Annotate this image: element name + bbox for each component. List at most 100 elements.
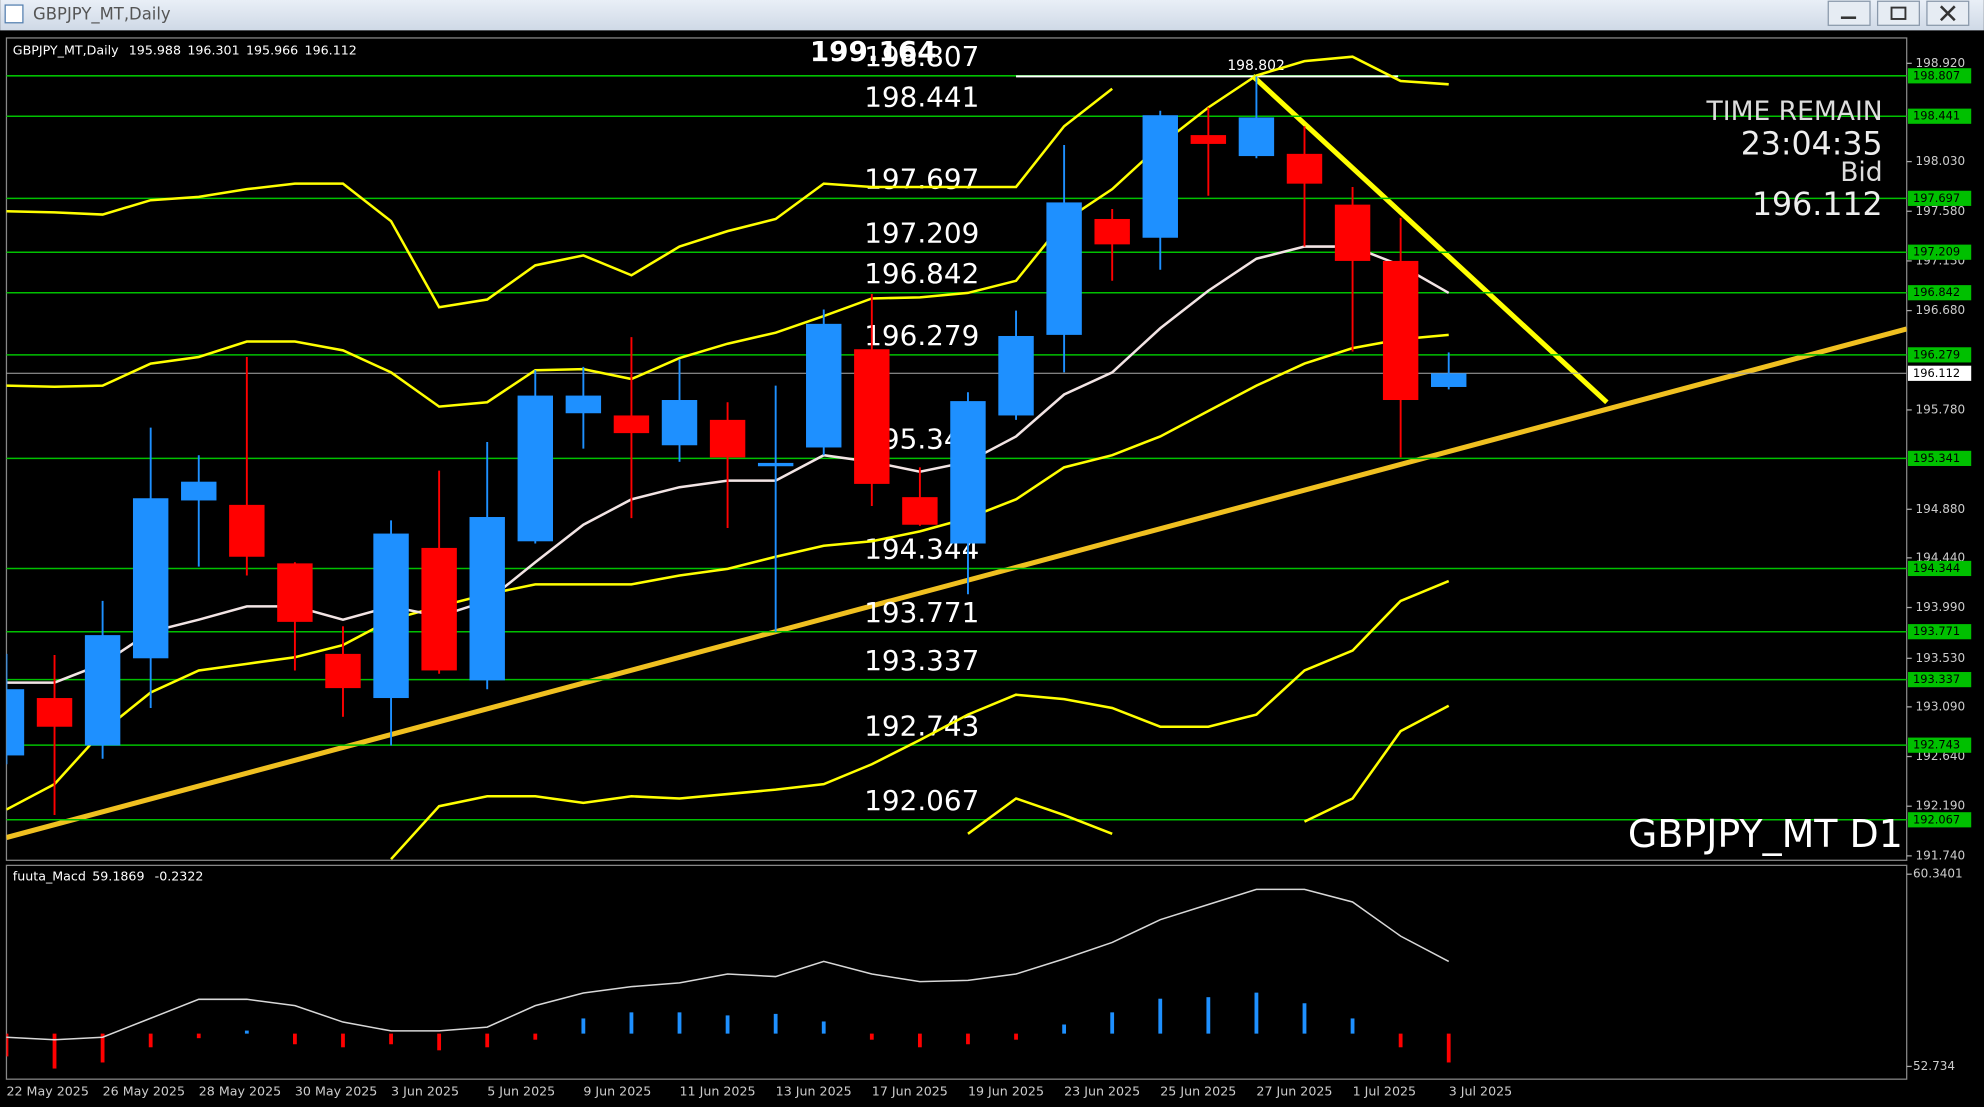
- indicator-line: [390, 579, 1450, 861]
- candle-body: [421, 547, 457, 671]
- symbol-label: GBPJPY_MT D1: [1628, 812, 1903, 856]
- minimize-button[interactable]: [1827, 0, 1871, 26]
- candle-body: [757, 462, 794, 467]
- y-tick-label: 193.530: [1916, 651, 1966, 665]
- x-tick-label: 28 May 2025: [199, 1083, 281, 1098]
- level-label: 198.807: [864, 40, 979, 73]
- window-buttons: [1827, 0, 1970, 26]
- close-icon: [1939, 5, 1956, 22]
- level-label: 198.441: [864, 81, 979, 114]
- histogram-bar: [6, 1033, 9, 1057]
- x-tick-label: 1 Jul 2025: [1353, 1083, 1417, 1098]
- histogram-bar: [148, 1033, 153, 1048]
- candle-body: [1190, 135, 1227, 144]
- histogram-bar: [485, 1033, 490, 1048]
- high-marker-label: 198.802: [1227, 58, 1285, 74]
- y-tick-label: 198.030: [1916, 154, 1966, 168]
- level-tag: [1907, 244, 1972, 260]
- time-remain: 23:04:35: [1741, 126, 1883, 162]
- y-tick-label: 60.3401: [1913, 867, 1963, 881]
- candle-body: [132, 498, 169, 659]
- candle-body: [1431, 373, 1467, 387]
- histogram-bar: [244, 1030, 249, 1034]
- candle-body: [517, 395, 553, 542]
- histogram-bar: [677, 1012, 682, 1034]
- level-tag: [1907, 672, 1972, 688]
- histogram-bar: [100, 1033, 105, 1063]
- chart-header: GBPJPY_MT,Daily 195.988 196.301 195.966 196.…: [13, 42, 357, 57]
- level-label: 193.771: [864, 596, 979, 629]
- histogram-bar: [1302, 1003, 1307, 1034]
- indicator-line: [967, 704, 1450, 835]
- histogram-bar: [1158, 998, 1163, 1034]
- histogram-bar: [1206, 997, 1211, 1034]
- level-tag: [1907, 812, 1972, 828]
- histogram-bar: [1254, 992, 1259, 1034]
- macd-signal: -0.2322: [155, 868, 204, 883]
- restore-button[interactable]: [1876, 0, 1920, 26]
- x-tick-label: 26 May 2025: [103, 1083, 185, 1098]
- histogram-bar: [966, 1033, 970, 1045]
- window-icon: [4, 4, 24, 24]
- y-tick-label: 194.440: [1916, 550, 1966, 564]
- level-label: 197.209: [864, 216, 979, 249]
- histogram-bar: [773, 1013, 778, 1034]
- level-tag-label: 198.807: [1913, 68, 1960, 82]
- candle-body: [277, 563, 313, 622]
- level-tag-label: 196.842: [1913, 285, 1960, 299]
- x-tick-label: 11 Jun 2025: [680, 1083, 756, 1098]
- header-symbol: GBPJPY_MT,Daily: [13, 42, 119, 57]
- level-tag-label: 192.067: [1913, 812, 1960, 826]
- candle-body: [1094, 218, 1130, 245]
- header-high: 196.301: [187, 42, 239, 57]
- y-tick-label: 194.880: [1916, 502, 1966, 516]
- bid-label: Bid: [1840, 157, 1882, 188]
- level-tag: [1907, 737, 1972, 753]
- level-tag-label: 198.441: [1913, 109, 1960, 123]
- header-open: 195.988: [129, 42, 181, 57]
- candle-body: [709, 419, 746, 458]
- level-tag-label: 192.743: [1913, 738, 1960, 752]
- resistance-trendline: [1250, 74, 1609, 405]
- level-tag-label: 196.279: [1913, 347, 1960, 361]
- candle-body: [806, 323, 842, 448]
- histogram-bar: [821, 1021, 826, 1034]
- y-tick-label: 196.680: [1916, 303, 1966, 317]
- histogram-bar: [1014, 1033, 1018, 1040]
- macd-header: fuuta_Macd 59.1869 -0.2322: [13, 868, 204, 883]
- level-tag-label: 197.209: [1913, 245, 1960, 259]
- histogram-bar: [581, 1018, 586, 1034]
- histogram-bar: [869, 1033, 874, 1040]
- candle-body: [181, 481, 217, 501]
- y-tick-label: 198.920: [1916, 56, 1966, 70]
- candle-body: [36, 698, 73, 727]
- candle-body: [1238, 117, 1275, 157]
- x-tick-label: 17 Jun 2025: [872, 1083, 948, 1098]
- level-label: 192.743: [864, 709, 979, 742]
- macd-plot: [6, 888, 1451, 1069]
- indicator-line: [6, 55, 1449, 408]
- histogram-bar: [725, 1015, 730, 1034]
- restore-icon: [1890, 6, 1907, 20]
- candle-body: [1142, 115, 1178, 238]
- time-remain-label: TIME REMAIN: [1706, 96, 1883, 127]
- candle-body: [373, 533, 409, 699]
- candle-body: [84, 635, 121, 746]
- histogram-bar: [1110, 1012, 1115, 1034]
- histogram-bar: [1350, 1018, 1355, 1034]
- candle-body: [1046, 202, 1082, 335]
- y-tick-label: 197.580: [1916, 204, 1966, 218]
- macd-main: 59.1869: [92, 868, 144, 883]
- histogram-bar: [389, 1033, 393, 1045]
- support-trendline: [6, 326, 1907, 840]
- x-tick-label: 23 Jun 2025: [1064, 1083, 1140, 1098]
- level-tag: [1907, 108, 1972, 124]
- candle-body: [469, 517, 505, 681]
- indicator-line: [6, 333, 1449, 811]
- header-close: 196.112: [305, 42, 357, 57]
- histogram-bar: [533, 1033, 538, 1040]
- x-tick-label: 30 May 2025: [295, 1083, 377, 1098]
